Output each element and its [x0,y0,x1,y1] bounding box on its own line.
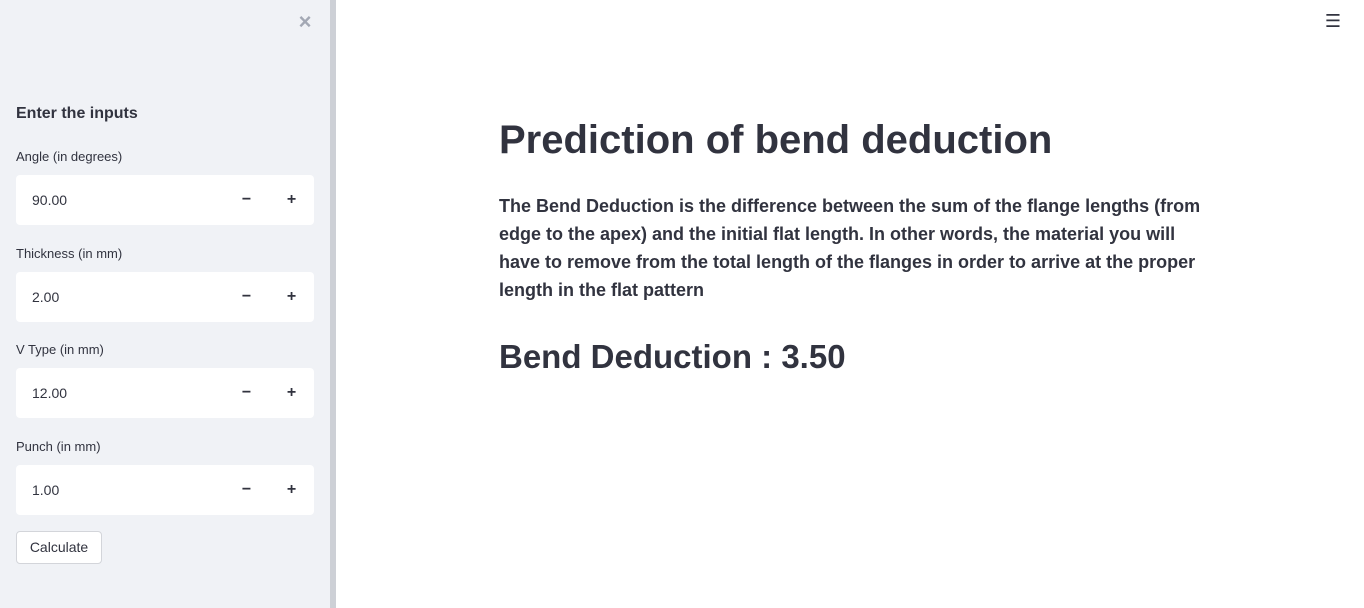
thickness-number-input: 2.00 − + [16,272,314,322]
vtype-input[interactable]: 12.00 [32,385,68,401]
hamburger-menu-icon[interactable]: ☰ [1324,11,1342,31]
vtype-decrement-button[interactable]: − [241,384,252,401]
angle-decrement-button[interactable]: − [241,191,252,208]
thickness-decrement-button[interactable]: − [241,288,252,305]
punch-label: Punch (in mm) [16,439,101,454]
punch-input[interactable]: 1.00 [32,482,60,498]
thickness-increment-button[interactable]: + [286,288,297,305]
close-sidebar-icon[interactable]: × [298,9,312,34]
sidebar: × Enter the inputs Angle (in degrees) 90… [0,0,330,608]
thickness-input[interactable]: 2.00 [32,289,60,305]
angle-label: Angle (in degrees) [16,149,123,164]
vtype-number-input: 12.00 − + [16,368,314,418]
punch-decrement-button[interactable]: − [241,481,252,498]
angle-increment-button[interactable]: + [286,191,297,208]
calculate-button[interactable]: Calculate [16,531,102,564]
sidebar-header: Enter the inputs [16,105,138,122]
punch-number-input: 1.00 − + [16,465,314,515]
result-text: Bend Deduction : 3.50 [499,338,846,375]
angle-input[interactable]: 90.00 [32,192,68,208]
page-title: Prediction of bend deduction [499,118,1053,162]
punch-increment-button[interactable]: + [286,481,297,498]
angle-number-input: 90.00 − + [16,175,314,225]
vtype-increment-button[interactable]: + [286,384,297,401]
sidebar-resize-handle[interactable] [330,0,336,608]
description-text: The Bend Deduction is the difference bet… [499,196,1201,300]
vtype-label: V Type (in mm) [16,342,104,357]
thickness-label: Thickness (in mm) [16,246,123,261]
